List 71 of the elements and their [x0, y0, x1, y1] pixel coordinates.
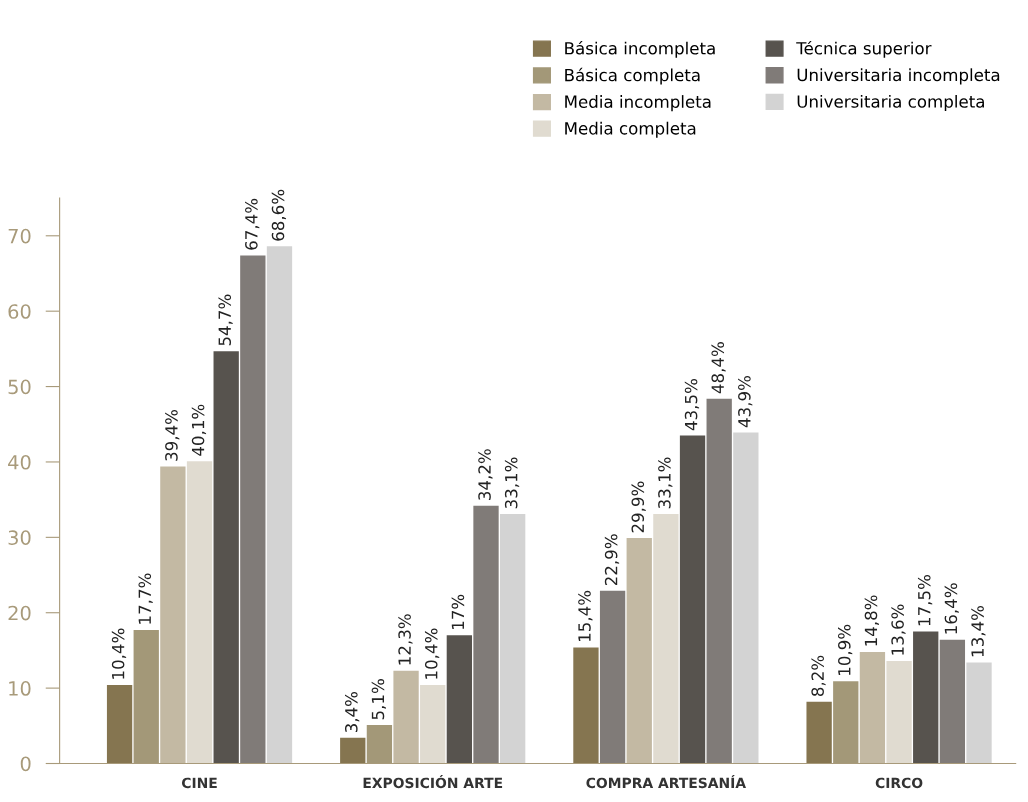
bar — [160, 466, 186, 764]
y-tick-label: 60 — [8, 304, 31, 319]
data-label: 15,4% — [578, 590, 593, 642]
data-label: 13,4% — [971, 605, 986, 657]
bar — [679, 435, 706, 764]
y-tick-label: 30 — [8, 530, 31, 545]
legend-label: Universitaria completa — [797, 94, 984, 112]
bar — [706, 398, 732, 764]
data-label: 48,4% — [711, 342, 726, 394]
legend-label: Media completa — [565, 121, 696, 138]
data-label: 33,1% — [658, 457, 673, 509]
y-tick-label: 70 — [8, 228, 31, 244]
bar — [859, 651, 886, 764]
bar — [806, 701, 832, 764]
data-label: 43,5% — [684, 379, 700, 431]
bar — [393, 670, 419, 764]
data-label: 5,1% — [371, 679, 386, 720]
data-label: 14,8% — [864, 595, 879, 646]
y-tick-label: 40 — [8, 454, 31, 470]
bar — [446, 635, 473, 764]
data-label: 40,1% — [191, 404, 207, 456]
y-tick-label: 10 — [9, 681, 31, 696]
bar — [213, 351, 239, 764]
data-label: 22,9% — [604, 534, 620, 586]
legend-label: Universitaria incompleta — [797, 68, 1000, 85]
bar — [733, 432, 759, 764]
data-label: 8,2% — [811, 655, 826, 697]
data-label: 12,3% — [398, 614, 413, 665]
bar — [340, 737, 366, 764]
bar — [653, 513, 679, 764]
x-tick-label: CINE — [181, 777, 217, 789]
bar — [886, 660, 912, 764]
data-label: 3,4% — [344, 691, 360, 733]
legend-label: Técnica superior — [796, 41, 932, 58]
x-tick-label: CIRCO — [875, 777, 923, 789]
data-label: 16,4% — [944, 583, 959, 634]
bar — [473, 505, 499, 764]
data-label: 54,7% — [218, 294, 233, 346]
data-label: 33,1% — [504, 457, 520, 509]
y-tick-label: 0 — [20, 756, 31, 772]
data-label: 29,9% — [631, 481, 646, 533]
data-label: 17% — [451, 594, 465, 629]
data-label: 10,4% — [424, 628, 440, 679]
y-tick-label: 50 — [8, 379, 31, 395]
y-tick-label: 20 — [8, 605, 31, 621]
data-label: 39,4% — [165, 409, 180, 461]
data-label: 17,7% — [138, 573, 153, 624]
bar — [913, 631, 939, 764]
legend-label: Básica incompleta — [565, 41, 715, 58]
bar — [626, 538, 652, 764]
data-label: 68,6% — [271, 189, 287, 241]
bar — [939, 639, 966, 764]
data-label: 34,2% — [478, 449, 493, 500]
data-label: 67,4% — [245, 198, 260, 250]
bar — [240, 255, 266, 764]
data-label: 17,5% — [917, 575, 933, 626]
bar — [266, 246, 293, 764]
data-label: 10,4% — [111, 628, 127, 679]
bar — [106, 685, 133, 764]
legend-label: Básica completa — [565, 67, 700, 85]
x-tick-label: COMPRA ARTESANÍA — [586, 775, 746, 789]
x-tick-label: EXPOSICIÓN ARTE — [363, 775, 503, 789]
bar — [420, 685, 446, 764]
data-label: 10,9% — [838, 624, 853, 675]
bar — [186, 461, 213, 764]
bar — [500, 513, 526, 764]
data-label: 43,9% — [738, 376, 753, 428]
legend-label: Media incompleta — [565, 95, 711, 112]
bar — [573, 647, 599, 764]
bar — [966, 662, 992, 764]
data-label: 13,6% — [891, 604, 906, 655]
